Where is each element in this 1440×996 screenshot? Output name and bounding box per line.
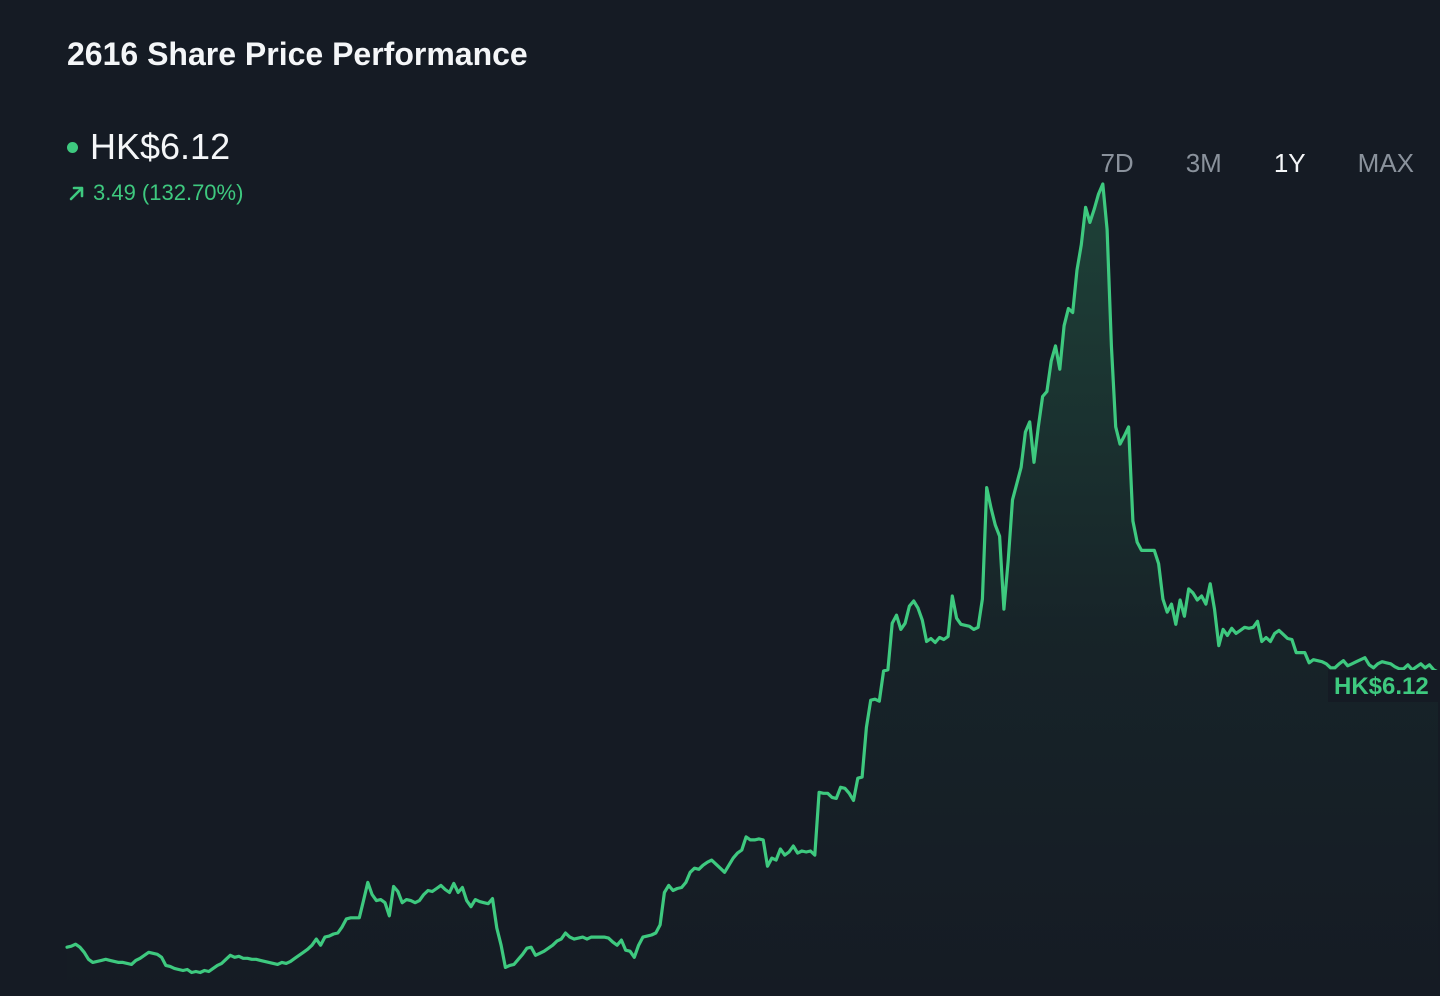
price-change: 3.49 (132.70%)	[67, 180, 243, 206]
price-area	[67, 184, 1438, 996]
price-summary: HK$6.12	[67, 126, 230, 168]
current-price: HK$6.12	[90, 126, 231, 167]
range-max-button[interactable]: MAX	[1357, 148, 1414, 178]
last-price-label: HK$6.12	[1334, 673, 1429, 700]
price-line	[65, 182, 1440, 975]
price-change-value: 3.49 (132.70%)	[93, 180, 244, 205]
last-price-label-bg	[1328, 670, 1440, 702]
range-selector: 7D 3M 1Y MAX	[1048, 148, 1414, 179]
arrow-up-right-icon	[69, 186, 84, 201]
range-1y-button[interactable]: 1Y	[1273, 148, 1306, 178]
page-title: 2616 Share Price Performance	[67, 36, 528, 72]
range-3m-button[interactable]: 3M	[1185, 148, 1222, 178]
dot-icon	[67, 141, 78, 153]
range-7d-button[interactable]: 7D	[1100, 148, 1134, 178]
